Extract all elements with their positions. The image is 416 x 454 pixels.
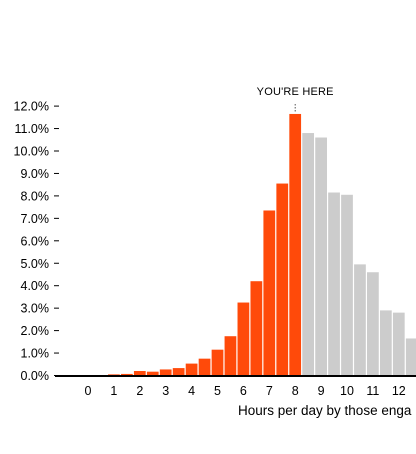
x-tick-label: 1 [110, 384, 117, 398]
y-tick-label: 6.0% [21, 234, 50, 248]
y-tick-label: 7.0% [21, 212, 50, 226]
bar-5 [211, 349, 224, 376]
x-axis-label: Hours per day by those enga [238, 403, 412, 418]
y-axis: 0.0% 1.0% 2.0% 3.0% 4.0% 5.0% 6.0% 7.0% 8.0% 9.0%… [14, 100, 59, 383]
y-tick-label: 2.0% [21, 324, 50, 338]
y-tick-label: 11.0% [14, 122, 49, 136]
x-tick-label: 4 [188, 384, 195, 398]
x-tick-label: 5 [214, 384, 221, 398]
y-tick-label: 0.0% [21, 369, 50, 383]
bars-group [82, 113, 416, 376]
x-tick-label: 6 [240, 384, 247, 398]
bar-11.5 [379, 310, 392, 376]
bar-2 [133, 371, 146, 376]
bar-8 [289, 113, 302, 376]
x-tick-label: 0 [85, 384, 92, 398]
bar-4.5 [198, 358, 211, 376]
y-tick-label: 3.0% [21, 302, 50, 316]
bar-9.5 [328, 192, 340, 376]
bar-1 [108, 374, 120, 376]
y-tick-label: 10.0% [14, 145, 49, 159]
y-tick-label: 9.0% [21, 167, 50, 181]
x-tick-label: 12 [392, 384, 406, 398]
y-tick-label: 5.0% [21, 257, 50, 271]
bar-3.5 [172, 368, 185, 376]
y-tick-label: 1.0% [21, 347, 50, 361]
x-axis: 0 1 2 3 4 5 6 7 8 9 10 11 12 [55, 375, 416, 398]
bar-7.5 [276, 183, 289, 376]
you-are-here-label: YOU'RE HERE [257, 86, 334, 98]
bar-12 [392, 312, 405, 376]
x-tick-label: 10 [340, 384, 354, 398]
y-tick-label: 8.0% [21, 189, 50, 203]
y-tick-label: 12.0% [14, 100, 49, 114]
bar-4 [185, 363, 198, 376]
x-tick-label: 11 [366, 384, 379, 398]
bar-1.5 [120, 373, 133, 376]
x-tick-label: 9 [318, 384, 325, 398]
x-tick-label: 2 [136, 384, 143, 398]
bar-6.5 [250, 281, 263, 376]
bar-10.5 [354, 264, 366, 376]
bar-9 [315, 137, 327, 376]
bar-3 [159, 369, 172, 376]
y-tick-label: 4.0% [21, 279, 50, 293]
bar-12.5 [405, 338, 416, 376]
x-tick-label: 8 [292, 384, 299, 398]
x-tick-label: 7 [266, 384, 273, 398]
bar-10 [341, 194, 353, 376]
bar-5.5 [224, 336, 237, 376]
bar-11 [367, 272, 379, 376]
bar-8.5 [302, 133, 315, 376]
bar-2.5 [146, 371, 159, 376]
x-tick-label: 3 [162, 384, 169, 398]
bar-7 [263, 210, 276, 376]
bar-6 [237, 302, 250, 376]
